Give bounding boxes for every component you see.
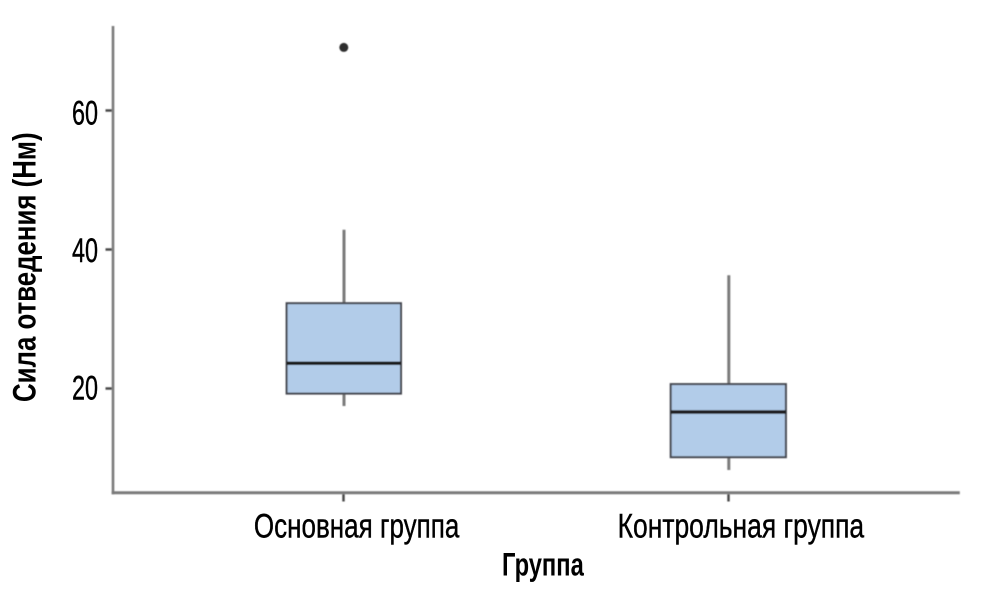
svg-text:Сила отведения (Нм): Сила отведения (Нм) [7, 132, 43, 402]
svg-text:20: 20 [72, 370, 98, 408]
svg-text:Группа: Группа [502, 547, 584, 583]
svg-text:40: 40 [72, 232, 98, 270]
svg-text:Контрольная группа: Контрольная группа [618, 507, 865, 545]
svg-text:60: 60 [72, 95, 98, 133]
svg-text:Основная группа: Основная группа [254, 507, 459, 545]
